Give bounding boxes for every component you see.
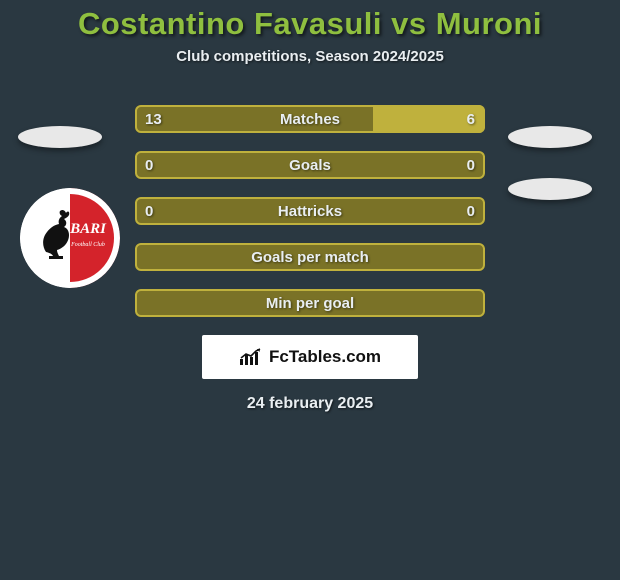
decorative-ellipse <box>508 178 592 200</box>
stat-label: Goals per match <box>135 243 485 271</box>
page-title: Costantino Favasuli vs Muroni <box>0 0 620 42</box>
stat-label: Min per goal <box>135 289 485 317</box>
svg-text:BARI: BARI <box>69 221 107 237</box>
stat-fill-left <box>135 105 373 133</box>
decorative-ellipse <box>508 126 592 148</box>
stat-row-border <box>135 289 485 317</box>
stat-value-left: 0 <box>135 197 163 225</box>
stat-row: Goals0 0 <box>135 151 485 179</box>
stat-row: Hattricks0 0 <box>135 197 485 225</box>
date-text: 24 february 2025 <box>0 395 620 413</box>
decorative-ellipse <box>18 126 102 148</box>
stat-label: Hattricks <box>135 197 485 225</box>
stat-row-border <box>135 197 485 225</box>
team-badge-left: BARI Football Club <box>20 188 120 288</box>
stat-row: Matches136 <box>135 105 485 133</box>
stat-row: Goals per match <box>135 243 485 271</box>
stat-row: Min per goal <box>135 289 485 317</box>
stat-row-border <box>135 243 485 271</box>
stat-row-border <box>135 151 485 179</box>
brand-text: FcTables.com <box>269 347 381 367</box>
subtitle: Club competitions, Season 2024/2025 <box>0 48 620 65</box>
brand-badge: FcTables.com <box>202 335 418 379</box>
chart-icon <box>239 348 261 366</box>
stat-label: Goals <box>135 151 485 179</box>
stat-value-right: 0 <box>457 197 485 225</box>
stat-value-left: 0 <box>135 151 163 179</box>
stat-fill-right <box>373 105 485 133</box>
stat-value-right: 0 <box>457 151 485 179</box>
svg-text:Football Club: Football Club <box>70 242 105 248</box>
